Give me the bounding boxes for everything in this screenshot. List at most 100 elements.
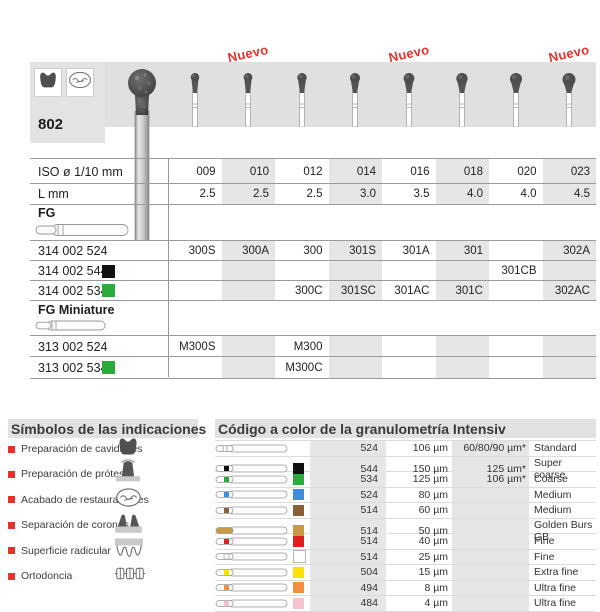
order-code-row: 313 002 524 M300S M300 — [30, 335, 596, 357]
bur-image — [237, 68, 259, 132]
symbol-item: Separación de coronas — [8, 512, 204, 538]
table-cell — [435, 357, 489, 378]
grit-name: Coarse — [534, 473, 568, 486]
bur-image — [505, 68, 527, 132]
table-cell — [489, 241, 543, 261]
product-header-cell: 802 — [30, 62, 105, 143]
grit-code: 514 — [310, 503, 386, 518]
grit-bur-icon — [215, 534, 293, 549]
table-cell — [542, 357, 596, 378]
table-cell — [168, 357, 222, 378]
grit-alt-grain-size — [452, 565, 529, 580]
grit-code: 494 — [310, 580, 386, 595]
table-cell: 301AC — [394, 284, 430, 297]
symbols-title-bar: Símbolos de las indicaciones — [8, 419, 206, 438]
grit-name: Golden Burs GB — [534, 518, 593, 543]
table-cell — [221, 261, 275, 281]
table-cell — [328, 336, 382, 357]
table-cell — [168, 261, 222, 281]
table-cell: 014 — [328, 159, 382, 184]
table-cell: 018 — [435, 159, 489, 184]
grit-code: 514 — [310, 549, 386, 564]
grit-grain-size: 50 µm — [418, 524, 448, 537]
grit-table: 524 106 µm 60/80/90 µm* Standard 544 150 µm 12… — [215, 440, 596, 612]
grit-color-square — [102, 264, 115, 278]
symbol-item: Acabado de restauraciones — [8, 487, 204, 513]
grit-grain-size: 25 µm — [418, 550, 448, 563]
iso-label: ISO ø 1/10 mm — [38, 164, 123, 179]
grit-color-square — [293, 504, 304, 516]
symbol-item: Superficie radicular — [8, 538, 204, 564]
grit-row: 524 80 µm Medium — [215, 487, 596, 503]
grit-name: Medium — [534, 504, 572, 517]
fg-miniature-bur-icon — [35, 319, 107, 337]
symbol-item: Preparación de cavidades — [8, 436, 204, 462]
grit-alt-grain-size: 60/80/90 µm* — [452, 441, 529, 456]
table-cell — [489, 357, 543, 378]
table-cell — [221, 357, 275, 378]
table-cell: 012 — [303, 165, 323, 178]
table-cell: M300C — [285, 361, 323, 374]
fg-miniature-section-label: FG Miniature — [38, 303, 115, 317]
table-cell: M300 — [293, 340, 323, 353]
large-bur-photo — [124, 65, 160, 246]
table-cell: 301CB — [501, 265, 537, 277]
grit-bur-icon — [215, 596, 293, 611]
order-code: 313 002 524 — [38, 339, 108, 354]
table-cell: 300 — [303, 245, 323, 257]
table-cell: 3.5 — [413, 188, 430, 200]
grit-color-square — [293, 489, 304, 501]
indication-box-1 — [34, 68, 62, 97]
grit-alt-grain-size — [452, 580, 529, 595]
grit-bur-icon — [215, 503, 293, 518]
grit-color-square — [293, 525, 304, 536]
table-cell: M300S — [179, 340, 216, 353]
grit-row: 504 15 µm Extra fine — [215, 565, 596, 581]
grit-bur-icon — [215, 472, 293, 487]
table-cell: 4.0 — [435, 184, 489, 204]
iso-row: ISO ø 1/10 mm 009 010 012 014 016 018 020 023 — [30, 158, 596, 184]
grit-color-square — [102, 361, 115, 374]
symbol-label: Preparación de cavidades — [21, 443, 143, 455]
grit-alt-grain-size: 106 µm* — [452, 472, 529, 487]
table-cell — [435, 261, 489, 281]
table-cell — [489, 281, 543, 300]
grit-row: 484 4 µm Ultra fine — [215, 596, 596, 612]
red-bullet — [8, 547, 15, 555]
table-cell — [382, 336, 436, 357]
order-code: 313 002 534 — [30, 357, 168, 378]
grit-square-cell — [293, 565, 310, 580]
grit-alt-grain-size — [452, 596, 529, 611]
table-cell: 302A — [542, 241, 596, 261]
grit-code: 504 — [310, 565, 386, 580]
grit-row: 544 150 µm 125 µm* Super coarse — [215, 456, 596, 481]
order-code-row: 314 002 534 300C 301SC 301AC 301C 302AC — [30, 280, 596, 301]
table-cell: 302AC — [542, 281, 596, 300]
grit-alt-grain-size — [452, 549, 529, 564]
grit-row: 514 50 µm Golden Burs GB — [215, 518, 596, 543]
crown-separation-icon — [115, 511, 142, 540]
table-cell: 301A — [402, 245, 430, 257]
grit-code: 514 — [310, 534, 386, 549]
grit-alt-grain-size — [452, 503, 529, 518]
grit-bur-icon — [215, 488, 293, 503]
bur-image — [291, 68, 313, 132]
grit-color-square — [102, 284, 115, 297]
grit-grain-size: 4 µm — [424, 597, 448, 610]
grit-square-cell — [293, 596, 310, 611]
grit-grain-size: 15 µm — [418, 566, 448, 579]
table-cell — [221, 336, 275, 357]
table-cell — [275, 261, 329, 281]
symbol-label: Ortodoncia — [21, 570, 73, 582]
table-cell — [435, 336, 489, 357]
table-cell — [542, 336, 596, 357]
table-cell: 300S — [188, 245, 216, 257]
fg-bur-icon — [35, 222, 131, 243]
grit-alt-grain-size — [452, 487, 529, 502]
grit-color-square — [293, 582, 304, 594]
table-cell: 010 — [221, 159, 275, 184]
grit-code: 484 — [310, 596, 386, 611]
grit-color-square — [293, 597, 304, 609]
table-cell: 301SC — [328, 281, 382, 300]
